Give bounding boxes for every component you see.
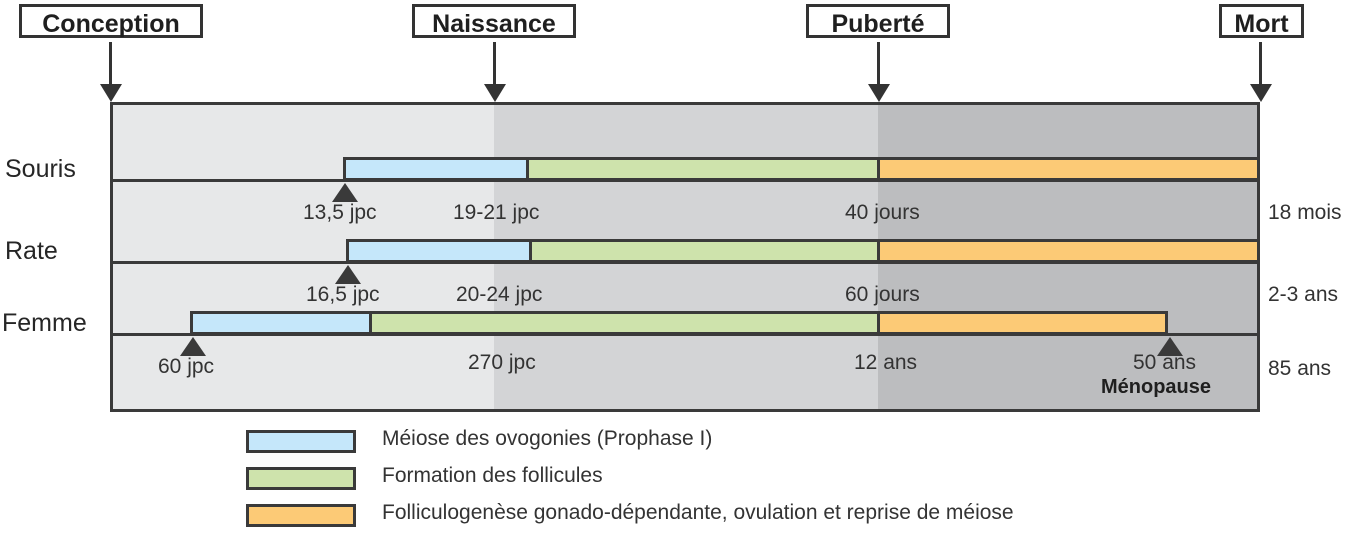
row-label-femme: Femme <box>2 309 87 337</box>
lifespan-souris: 18 mois <box>1268 201 1342 224</box>
row-label-souris: Souris <box>5 155 76 183</box>
event-arrow-stem-naissance <box>493 42 496 88</box>
event-arrow-stem-puberte <box>877 42 880 88</box>
event-arrow-head-mort <box>1250 84 1272 102</box>
tick-souris-follicles-start: 19-21 jpc <box>453 201 540 224</box>
lifespan-femme: 85 ans <box>1268 357 1332 380</box>
event-arrow-head-puberte <box>868 84 890 102</box>
bar-femme-follicles <box>372 311 880 335</box>
tick-rate-folliculogenesis-start: 60 jours <box>845 283 920 306</box>
marker-souris-start <box>332 183 358 202</box>
row-label-rate: Rate <box>5 237 58 265</box>
tick-rate-follicles-start: 20-24 jpc <box>456 283 543 306</box>
event-box-mort: Mort <box>1219 4 1304 38</box>
bar-souris-follicles <box>529 157 880 181</box>
tick-femme-menopause-note: Ménopause <box>1101 376 1212 398</box>
marker-rate-start <box>335 265 361 284</box>
tick-souris-meiosis-start: 13,5 jpc <box>303 201 377 224</box>
bar-femme-folliculogenesis <box>880 311 1168 335</box>
legend-label-meiosis: Méiose des ovogonies (Prophase I) <box>382 427 713 450</box>
event-arrow-head-conception <box>100 84 122 102</box>
bar-rate-folliculogenesis <box>880 239 1260 263</box>
marker-femme-menopause <box>1157 337 1183 356</box>
event-arrow-stem-mort <box>1259 42 1262 88</box>
bar-rate-meiosis <box>346 239 532 263</box>
event-arrow-stem-conception <box>109 42 112 88</box>
legend-swatch-follicles <box>246 467 356 490</box>
legend-swatch-meiosis <box>246 430 356 453</box>
bar-femme-meiosis <box>190 311 372 335</box>
lifespan-rate: 2-3 ans <box>1268 283 1339 306</box>
tick-rate-meiosis-start: 16,5 jpc <box>306 283 380 306</box>
bar-souris-meiosis <box>343 157 529 181</box>
event-box-puberte: Puberté <box>806 4 950 38</box>
bar-souris-folliculogenesis <box>880 157 1260 181</box>
tick-femme-meiosis-start: 60 jpc <box>158 355 215 378</box>
bar-rate-follicles <box>532 239 880 263</box>
marker-femme-start <box>180 337 206 356</box>
legend-swatch-folliculogenesis <box>246 504 356 527</box>
event-box-conception: Conception <box>19 4 203 38</box>
legend-label-follicles: Formation des follicules <box>382 464 603 487</box>
tick-femme-folliculogenesis-start: 12 ans <box>854 351 918 374</box>
tick-souris-folliculogenesis-start: 40 jours <box>845 201 920 224</box>
tick-femme-menopause-age: 50 ans <box>1133 351 1197 374</box>
legend-label-folliculogenesis: Folliculogenèse gonado-dépendante, ovula… <box>382 501 1014 524</box>
tick-femme-follicles-start: 270 jpc <box>468 351 536 374</box>
event-arrow-head-naissance <box>484 84 506 102</box>
event-box-naissance: Naissance <box>412 4 576 38</box>
